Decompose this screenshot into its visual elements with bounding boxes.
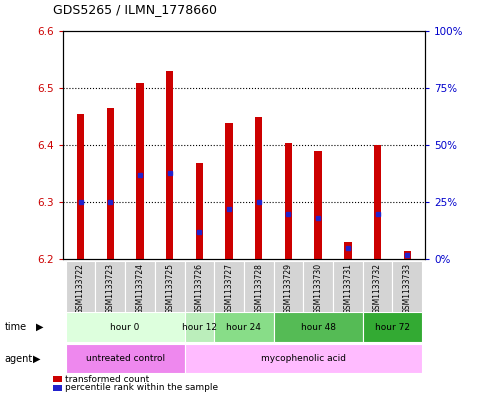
FancyBboxPatch shape: [363, 312, 422, 342]
Text: hour 24: hour 24: [227, 323, 261, 332]
Bar: [77, 114, 85, 259]
FancyBboxPatch shape: [185, 261, 214, 316]
Text: agent: agent: [5, 354, 33, 364]
Text: hour 48: hour 48: [300, 323, 336, 332]
Text: GSM1133722: GSM1133722: [76, 263, 85, 314]
FancyBboxPatch shape: [185, 312, 214, 342]
Text: GSM1133733: GSM1133733: [403, 263, 412, 314]
FancyBboxPatch shape: [392, 261, 422, 316]
Text: percentile rank within the sample: percentile rank within the sample: [65, 384, 218, 392]
FancyBboxPatch shape: [155, 261, 185, 316]
FancyBboxPatch shape: [273, 261, 303, 316]
FancyBboxPatch shape: [273, 312, 363, 342]
Bar: [255, 117, 262, 259]
FancyBboxPatch shape: [333, 261, 363, 316]
Bar: [344, 242, 352, 259]
FancyBboxPatch shape: [244, 261, 273, 316]
FancyBboxPatch shape: [66, 344, 185, 373]
Bar: [403, 251, 411, 259]
Bar: [136, 83, 144, 259]
Bar: [226, 123, 233, 259]
Bar: [285, 143, 292, 259]
Text: GSM1133727: GSM1133727: [225, 263, 234, 314]
Text: GSM1133730: GSM1133730: [313, 263, 323, 314]
FancyBboxPatch shape: [96, 261, 125, 316]
Bar: [196, 162, 203, 259]
Text: GSM1133726: GSM1133726: [195, 263, 204, 314]
Text: untreated control: untreated control: [85, 354, 165, 363]
FancyBboxPatch shape: [214, 261, 244, 316]
Text: transformed count: transformed count: [65, 375, 149, 384]
Text: GSM1133732: GSM1133732: [373, 263, 382, 314]
FancyBboxPatch shape: [66, 261, 96, 316]
Bar: [107, 108, 114, 259]
FancyBboxPatch shape: [185, 344, 422, 373]
Text: GSM1133731: GSM1133731: [343, 263, 352, 314]
FancyBboxPatch shape: [125, 261, 155, 316]
Text: hour 72: hour 72: [375, 323, 410, 332]
Text: GSM1133729: GSM1133729: [284, 263, 293, 314]
Bar: [314, 151, 322, 259]
Text: time: time: [5, 322, 27, 332]
Text: GSM1133728: GSM1133728: [254, 263, 263, 314]
Text: ▶: ▶: [33, 354, 41, 364]
FancyBboxPatch shape: [214, 312, 273, 342]
Bar: [166, 71, 173, 259]
Bar: [374, 145, 381, 259]
Text: mycophenolic acid: mycophenolic acid: [261, 354, 346, 363]
Text: GSM1133723: GSM1133723: [106, 263, 115, 314]
FancyBboxPatch shape: [66, 312, 185, 342]
FancyBboxPatch shape: [363, 261, 392, 316]
Text: ▶: ▶: [36, 322, 44, 332]
Text: GDS5265 / ILMN_1778660: GDS5265 / ILMN_1778660: [53, 3, 217, 16]
Text: GSM1133725: GSM1133725: [165, 263, 174, 314]
Text: hour 0: hour 0: [111, 323, 140, 332]
FancyBboxPatch shape: [303, 261, 333, 316]
Text: GSM1133724: GSM1133724: [136, 263, 144, 314]
Text: hour 12: hour 12: [182, 323, 217, 332]
